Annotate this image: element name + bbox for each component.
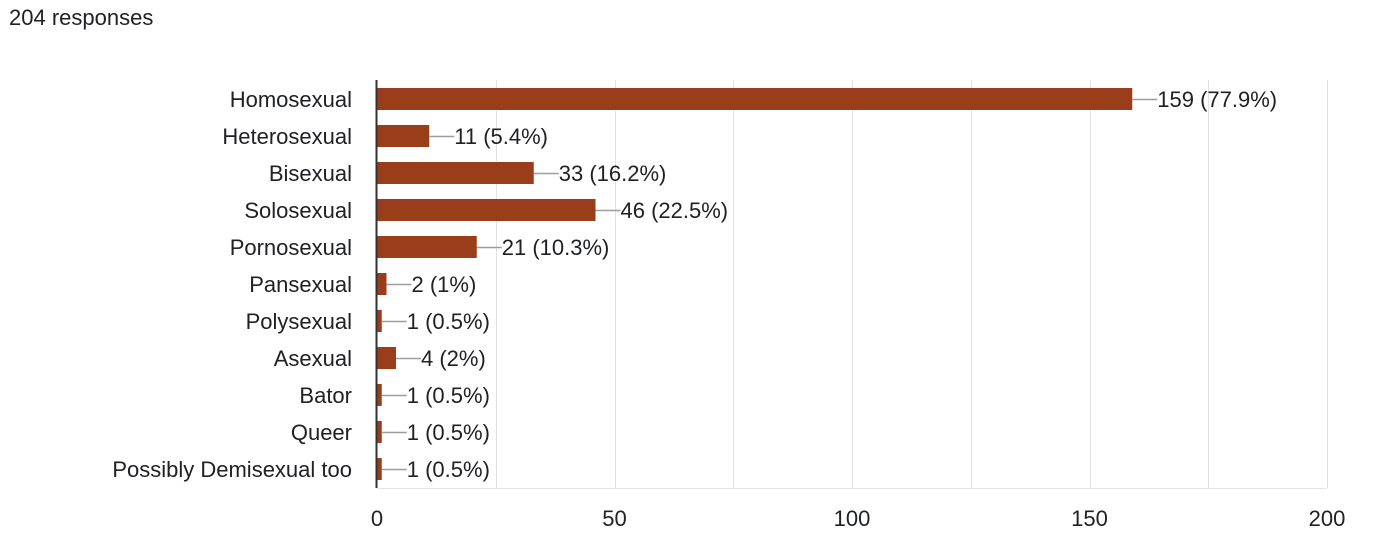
bar: [377, 458, 382, 480]
bar: [377, 236, 477, 258]
bar: [377, 162, 534, 184]
category-label: Heterosexual: [222, 124, 352, 149]
bar: [377, 273, 387, 295]
x-tick-label: 0: [371, 506, 383, 531]
responses-count: 204 responses: [9, 5, 154, 30]
data-label: 1 (0.5%): [407, 383, 490, 408]
x-tick-label: 150: [1071, 506, 1108, 531]
category-label: Asexual: [274, 346, 352, 371]
data-label: 46 (22.5%): [621, 198, 729, 223]
category-label: Pornosexual: [230, 235, 352, 260]
bar: [377, 310, 382, 332]
x-tick-label: 50: [602, 506, 626, 531]
bar: [377, 384, 382, 406]
category-label: Bisexual: [269, 161, 352, 186]
x-tick-label: 100: [834, 506, 871, 531]
bar: [377, 347, 396, 369]
category-label: Homosexual: [230, 87, 352, 112]
data-label: 21 (10.3%): [502, 235, 610, 260]
data-label: 4 (2%): [421, 346, 486, 371]
data-label: 159 (77.9%): [1157, 87, 1277, 112]
x-tick-label: 200: [1309, 506, 1346, 531]
data-label: 1 (0.5%): [407, 457, 490, 482]
category-label: Pansexual: [249, 272, 352, 297]
category-label: Solosexual: [244, 198, 352, 223]
category-label: Polysexual: [246, 309, 352, 334]
bar: [377, 125, 430, 147]
data-label: 2 (1%): [412, 272, 477, 297]
data-label: 33 (16.2%): [559, 161, 667, 186]
bar: [377, 199, 596, 221]
bar: [377, 421, 382, 443]
category-label: Bator: [299, 383, 352, 408]
category-label: Queer: [291, 420, 352, 445]
bar: [377, 88, 1133, 110]
data-label: 11 (5.4%): [454, 124, 548, 149]
data-label: 1 (0.5%): [407, 309, 490, 334]
data-label: 1 (0.5%): [407, 420, 490, 445]
category-label: Possibly Demisexual too: [112, 457, 352, 482]
